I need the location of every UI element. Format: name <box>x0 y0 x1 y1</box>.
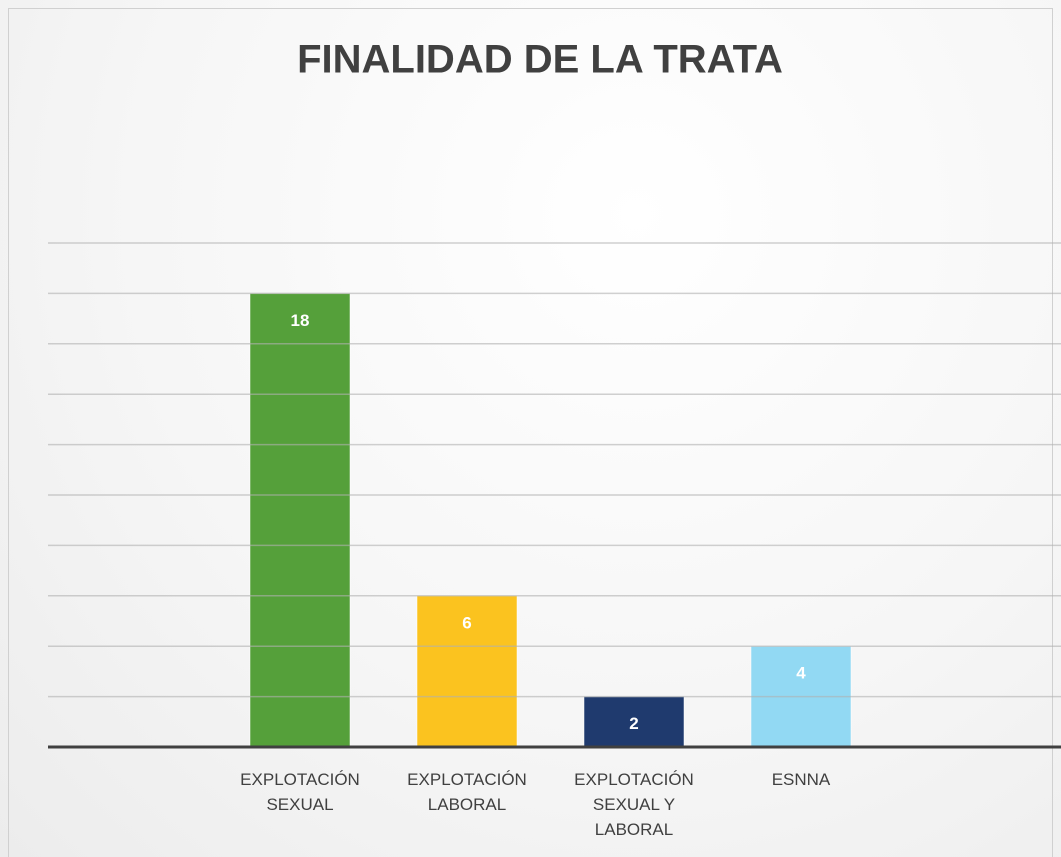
x-tick-label: ESNNA <box>771 770 831 789</box>
x-tick-label: EXPLOTACIÓN SEXUAL Y LABORAL <box>574 770 694 839</box>
data-label: 18 <box>291 311 310 330</box>
chart-title: FINALIDAD DE LA TRATA <box>297 38 783 82</box>
bar <box>416 595 518 748</box>
x-tick-label: EXPLOTACIÓN LABORAL <box>407 770 527 814</box>
data-label: 6 <box>462 613 471 632</box>
chart-border <box>8 8 1053 857</box>
bar <box>249 292 351 748</box>
data-label: 2 <box>629 714 638 733</box>
x-tick-label: EXPLOTACIÓN SEXUAL <box>240 770 360 814</box>
data-label: 4 <box>796 664 806 683</box>
bar <box>583 696 685 748</box>
